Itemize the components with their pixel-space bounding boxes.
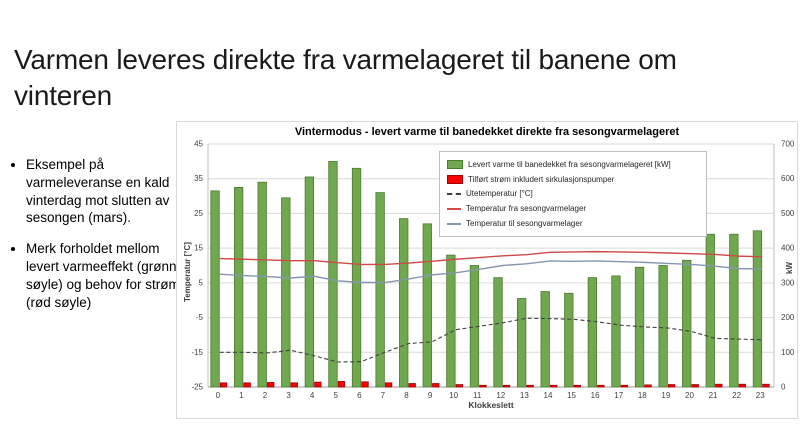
- bullet-item: Eksempel på varmeleveranse en kald vinte…: [26, 156, 194, 227]
- slide-title: Varmen leveres direkte fra varmelageret …: [14, 44, 677, 111]
- svg-text:22: 22: [732, 391, 741, 400]
- chart-legend: Levert varme til banedekket fra sesongva…: [439, 151, 707, 237]
- legend-label: Utetemperatur [°C]: [466, 189, 533, 199]
- svg-text:16: 16: [591, 391, 600, 400]
- svg-text:8: 8: [404, 391, 409, 400]
- svg-text:300: 300: [781, 278, 795, 287]
- svg-text:-5: -5: [196, 313, 204, 322]
- svg-text:700: 700: [781, 140, 795, 149]
- chart-title: Vintermodus - levert varme til banedekke…: [294, 126, 680, 138]
- svg-text:4: 4: [310, 391, 315, 400]
- svg-text:11: 11: [473, 391, 482, 400]
- left-axis-title: Temperatur [°C]: [183, 242, 192, 302]
- svg-text:14: 14: [544, 391, 553, 400]
- svg-text:9: 9: [428, 391, 433, 400]
- svg-text:600: 600: [781, 174, 795, 183]
- legend-label: Levert varme til banedekket fra sesongva…: [468, 159, 671, 169]
- svg-text:0: 0: [781, 383, 786, 392]
- legend-item: Utetemperatur [°C]: [447, 187, 699, 202]
- svg-text:19: 19: [661, 391, 670, 400]
- svg-text:25: 25: [194, 209, 203, 218]
- dashed-line-swatch-icon: [447, 192, 461, 195]
- svg-text:15: 15: [567, 391, 576, 400]
- bullet-item: Merk forholdet mellom levert varmeeffekt…: [26, 240, 194, 311]
- svg-text:10: 10: [449, 391, 458, 400]
- right-axis-title: kW: [785, 262, 794, 274]
- svg-text:400: 400: [781, 244, 795, 253]
- legend-item: Temperatur fra sesongvarmelager: [447, 201, 699, 216]
- red-bar-swatch-icon: [447, 174, 463, 184]
- legend-label: Temperatur fra sesongvarmelager: [466, 204, 587, 214]
- svg-text:20: 20: [685, 391, 694, 400]
- svg-text:500: 500: [781, 209, 795, 218]
- legend-item: Levert varme til banedekket fra sesongva…: [447, 157, 699, 172]
- svg-text:7: 7: [381, 391, 386, 400]
- svg-text:200: 200: [781, 313, 795, 322]
- legend-item: Temperatur til sesongvarmelager: [447, 216, 699, 231]
- svg-text:13: 13: [520, 391, 529, 400]
- svg-text:0: 0: [216, 391, 221, 400]
- svg-text:21: 21: [709, 391, 718, 400]
- chart-canvas: 453525155-5-15-2570060050040030020010000…: [191, 140, 795, 401]
- svg-text:12: 12: [496, 391, 505, 400]
- legend-label: Tilført strøm inkludert sirkulasjonspump…: [468, 174, 615, 184]
- gray-line-swatch-icon: [447, 222, 461, 225]
- svg-text:6: 6: [357, 391, 362, 400]
- svg-text:-25: -25: [191, 383, 203, 392]
- svg-text:15: 15: [194, 244, 203, 253]
- x-axis-title: Klokkeslett: [468, 400, 514, 410]
- svg-text:5: 5: [199, 278, 204, 287]
- red-line-swatch-icon: [447, 207, 461, 210]
- svg-text:45: 45: [194, 140, 203, 149]
- svg-text:3: 3: [286, 391, 291, 400]
- green-bar-swatch-icon: [447, 159, 463, 169]
- svg-text:35: 35: [194, 174, 203, 183]
- legend-item: Tilført strøm inkludert sirkulasjonspump…: [447, 172, 699, 187]
- svg-text:5: 5: [333, 391, 338, 400]
- svg-text:23: 23: [756, 391, 765, 400]
- svg-text:100: 100: [781, 348, 795, 357]
- svg-text:-15: -15: [191, 348, 203, 357]
- chart: Vintermodus - levert varme til banedekke…: [176, 121, 798, 419]
- svg-text:18: 18: [638, 391, 647, 400]
- bullet-list: Eksempel på varmeleveranse en kald vinte…: [8, 156, 194, 325]
- svg-text:1: 1: [239, 391, 244, 400]
- svg-text:17: 17: [614, 391, 623, 400]
- legend-label: Temperatur til sesongvarmelager: [466, 219, 583, 229]
- svg-text:2: 2: [263, 391, 268, 400]
